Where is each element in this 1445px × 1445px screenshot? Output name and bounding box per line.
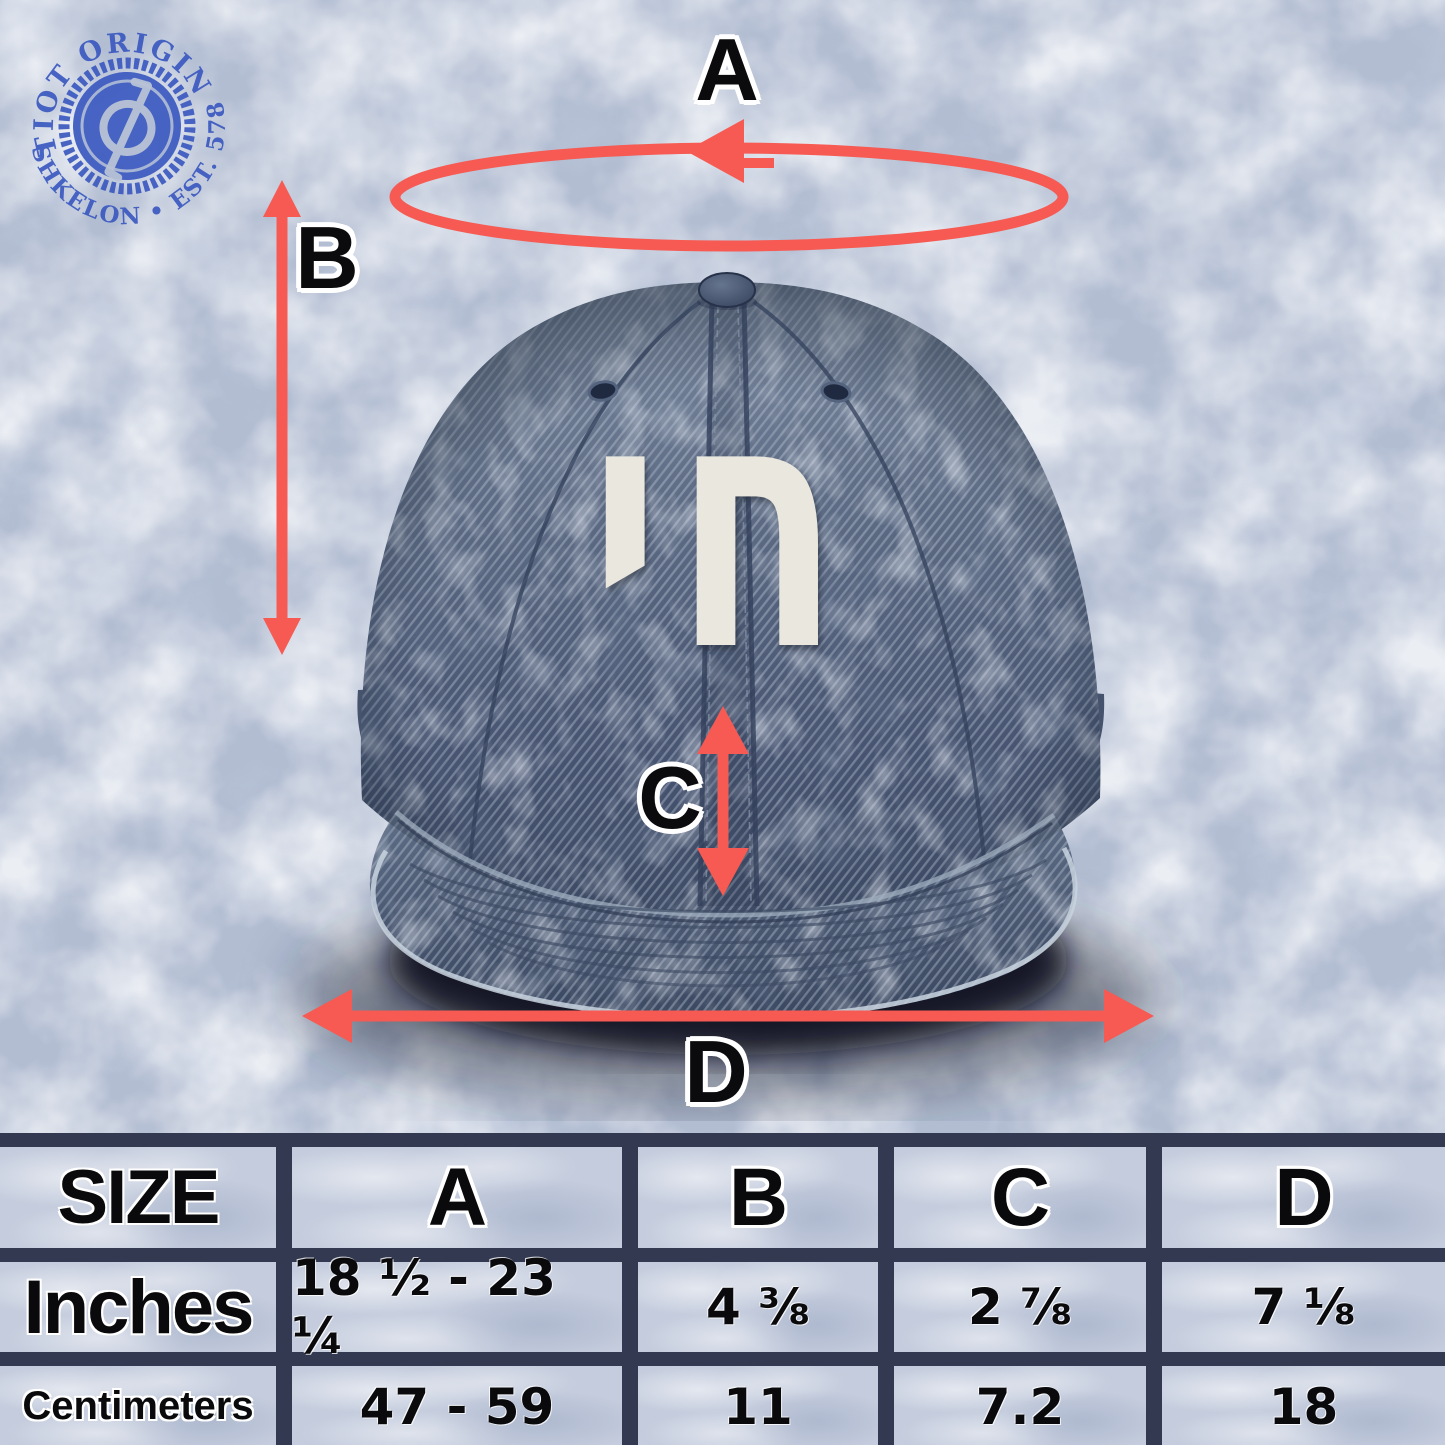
stamp-slingshot-icon: [99, 77, 156, 182]
table-header-d: D: [1162, 1147, 1445, 1248]
table-cell-cm-a: 47 - 59: [292, 1366, 622, 1445]
table-cell-inches-a: 18 ½ - 23 ¼: [292, 1249, 622, 1365]
dimension-label-a: A: [695, 20, 759, 119]
denim-texture: [360, 273, 1101, 1020]
table-cell-cm-d: 18: [1162, 1366, 1445, 1445]
eyelet-left: [587, 380, 619, 402]
eyelet-right: [820, 381, 852, 403]
dimension-label-d: D: [684, 1022, 748, 1121]
table-cell-cm-b: 11: [638, 1366, 878, 1445]
ellipse-arrowhead: [686, 119, 744, 183]
table-header-a: A: [292, 1147, 622, 1248]
measurement-annotations: [263, 119, 1154, 1043]
arrow-c: [697, 706, 749, 896]
table-rowlabel-centimeters: Centimeters: [0, 1366, 276, 1445]
table-cell-inches-d: 7 ⅛: [1162, 1262, 1445, 1352]
table-rowlabel-inches: Inches: [0, 1262, 276, 1352]
hat-seams: [468, 300, 986, 907]
size-table: SIZE A B C D Inches 18 ½ - 23 ¼ 4 ⅜ 2 ⅞ …: [0, 1133, 1445, 1445]
table-header-b: B: [638, 1147, 878, 1248]
table-cell-cm-c: 7.2: [894, 1366, 1146, 1445]
table-header-size: SIZE: [0, 1147, 276, 1248]
hat-photo: חי: [298, 272, 1158, 1100]
table-cell-inches-b: 4 ⅜: [638, 1262, 878, 1352]
dimension-label-c: C: [638, 748, 702, 847]
arrow-d: [302, 989, 1154, 1043]
table-header-c: C: [894, 1147, 1146, 1248]
chai-embroidery: חי: [590, 326, 854, 728]
top-button: [698, 272, 756, 308]
arrow-b: [263, 180, 301, 655]
dimension-label-b: B: [295, 208, 359, 307]
stamp-serrated-ring: [58, 57, 196, 195]
table-cell-inches-c: 2 ⅞: [894, 1262, 1146, 1352]
